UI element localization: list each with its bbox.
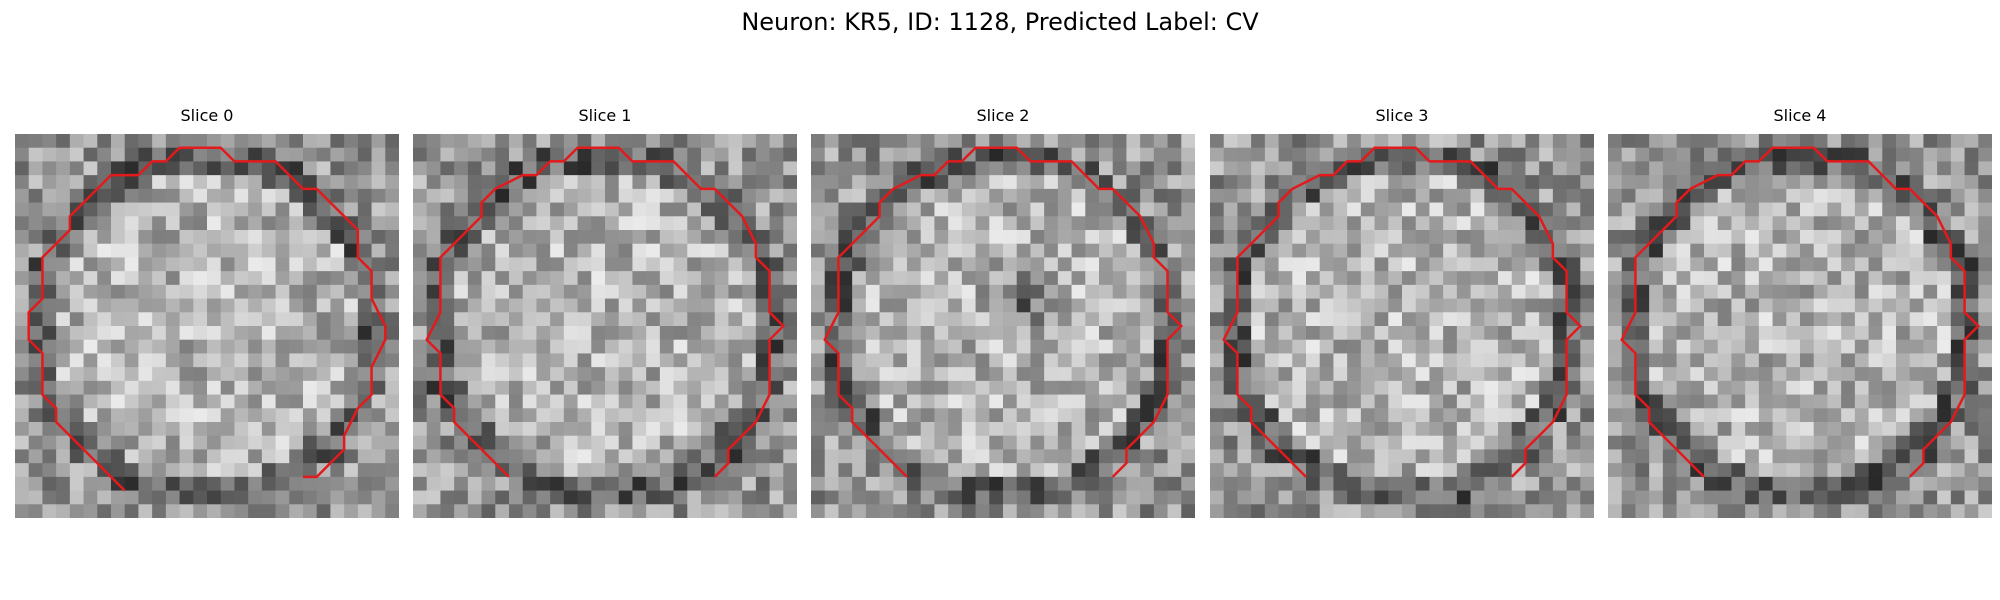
slice-title-3: Slice 3 xyxy=(1375,106,1429,125)
slice-title-2: Slice 2 xyxy=(976,106,1030,125)
slice-title-4: Slice 4 xyxy=(1773,106,1827,125)
figure-title: Neuron: KR5, ID: 1128, Predicted Label: … xyxy=(741,8,1259,36)
slice-image-4 xyxy=(1608,134,1992,518)
slice-panel-4: Slice 4 xyxy=(1608,106,1992,518)
roi-contour xyxy=(425,146,786,478)
pixel-grid xyxy=(1210,134,1594,518)
slice-image-1 xyxy=(413,134,797,518)
slice-panel-0: Slice 0 xyxy=(15,106,399,518)
slice-image-2 xyxy=(811,134,1195,518)
roi-contour xyxy=(27,146,387,492)
slice-title-0: Slice 0 xyxy=(180,106,234,125)
pixel-grid xyxy=(1608,134,1992,518)
slice-image-3 xyxy=(1210,134,1594,518)
slice-panel-3: Slice 3 xyxy=(1210,106,1594,518)
slice-panel-2: Slice 2 xyxy=(811,106,1195,518)
slice-title-1: Slice 1 xyxy=(578,106,632,125)
roi-contour xyxy=(823,146,1184,478)
roi-contour xyxy=(1620,146,1981,478)
pixel-grid xyxy=(811,134,1195,518)
slice-panel-1: Slice 1 xyxy=(413,106,797,518)
roi-contour xyxy=(1222,146,1583,478)
pixel-grid xyxy=(15,134,399,518)
slice-image-0 xyxy=(15,134,399,518)
pixel-grid xyxy=(413,134,797,518)
